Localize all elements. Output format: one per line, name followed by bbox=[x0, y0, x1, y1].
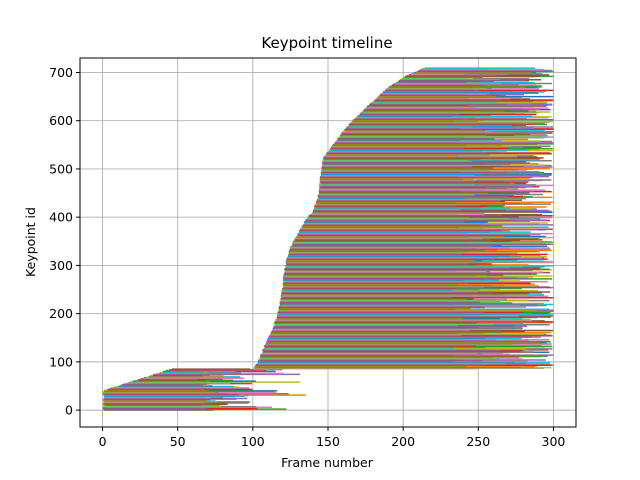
x-tick-label: 250 bbox=[466, 434, 490, 449]
y-tick-label: 200 bbox=[49, 306, 73, 321]
y-tick-label: 400 bbox=[49, 210, 73, 225]
y-tick-label: 700 bbox=[49, 65, 73, 80]
x-tick-label: 150 bbox=[316, 434, 340, 449]
y-tick-label: 100 bbox=[49, 354, 73, 369]
y-tick-label: 300 bbox=[49, 258, 73, 273]
x-tick-label: 100 bbox=[241, 434, 265, 449]
y-axis-label: Keypoint id bbox=[23, 207, 38, 277]
x-axis-label: Frame number bbox=[281, 455, 374, 470]
y-tick-label: 0 bbox=[65, 403, 73, 418]
y-tick-label: 600 bbox=[49, 113, 73, 128]
x-tick-label: 50 bbox=[170, 434, 186, 449]
x-tick-label: 300 bbox=[542, 434, 566, 449]
chart-title: Keypoint timeline bbox=[261, 34, 392, 52]
segments-group bbox=[102, 67, 554, 411]
x-tick-label: 200 bbox=[391, 434, 415, 449]
y-axis-ticks: 0 100 200 300 400 500 600 700 bbox=[49, 65, 80, 418]
x-axis-ticks: 0 50 100 150 200 250 300 bbox=[99, 427, 566, 449]
y-tick-label: 500 bbox=[49, 161, 73, 176]
x-tick-label: 0 bbox=[99, 434, 107, 449]
